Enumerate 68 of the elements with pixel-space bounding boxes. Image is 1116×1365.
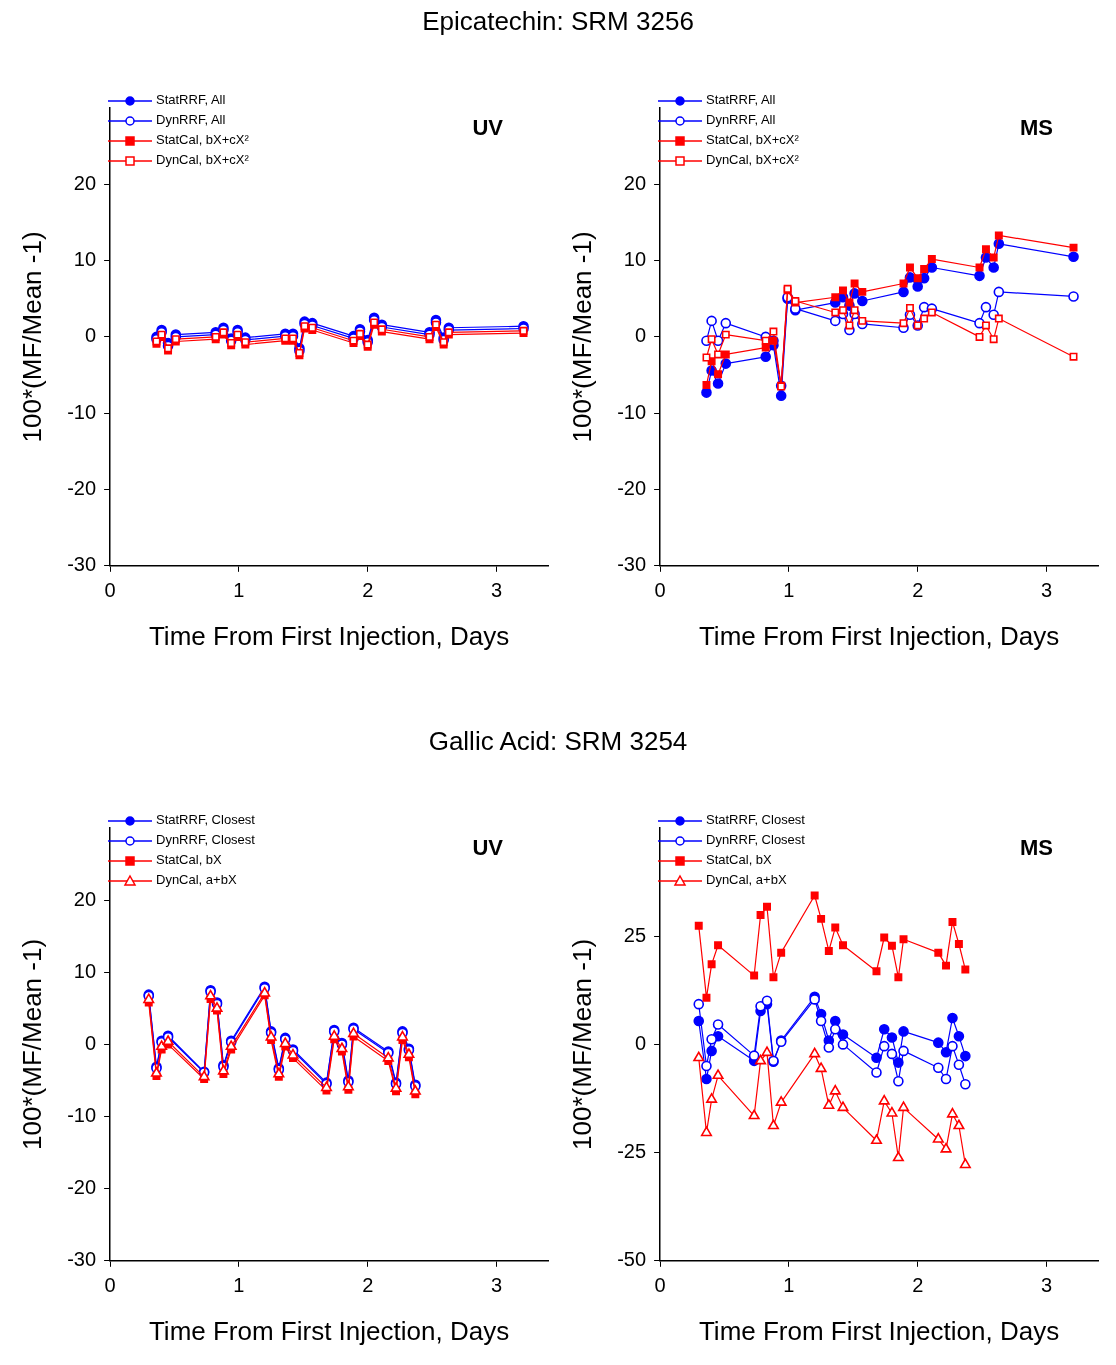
legend-label: StatCal, bX+cX² xyxy=(706,132,799,147)
legend-label: DynCal, bX+cX² xyxy=(156,152,249,167)
y-axis-title: 100*(MF/Mean -1) xyxy=(566,938,597,1150)
annotation: MS xyxy=(1020,115,1053,141)
y-tick-label: 10 xyxy=(623,248,647,271)
y-tick-label: -10 xyxy=(67,1104,97,1127)
y-tick-label: 10 xyxy=(73,959,97,982)
legend-label: DynCal, bX+cX² xyxy=(706,152,799,167)
x-tick-label: 3 xyxy=(1040,579,1053,602)
x-tick-label: 2 xyxy=(362,1274,374,1297)
x-tick-label: 2 xyxy=(912,1274,924,1297)
legend-label: StatRRF, All xyxy=(156,92,226,107)
legend-label: DynCal, a+bX xyxy=(156,872,237,887)
x-tick-label: 0 xyxy=(654,579,666,602)
legend-label: StatCal, bX+cX² xyxy=(156,132,249,147)
y-axis-title: 100*(MF/Mean -1) xyxy=(16,231,47,443)
annotation: MS xyxy=(1020,835,1053,861)
x-tick-label: 1 xyxy=(233,579,245,602)
x-axis-title: Time From First Injection, Days xyxy=(698,620,1060,651)
x-tick-label: 1 xyxy=(783,1274,795,1297)
y-tick-label: -20 xyxy=(67,477,97,500)
legend-label: DynRRF, All xyxy=(156,112,226,127)
y-tick-label: 25 xyxy=(623,923,647,946)
x-tick-label: 1 xyxy=(783,579,795,602)
x-axis-title: Time From First Injection, Days xyxy=(698,1315,1060,1346)
y-axis-title: 100*(MF/Mean -1) xyxy=(566,231,597,443)
y-tick-label: 0 xyxy=(84,1031,97,1054)
y-axis-title: 100*(MF/Mean -1) xyxy=(16,938,47,1150)
x-tick-label: 3 xyxy=(490,1274,503,1297)
x-tick-label: 3 xyxy=(490,579,503,602)
x-tick-label: 2 xyxy=(362,579,374,602)
x-tick-label: 2 xyxy=(912,579,924,602)
y-tick-label: -25 xyxy=(617,1140,647,1163)
x-tick-label: 0 xyxy=(654,1274,666,1297)
y-tick-label: -30 xyxy=(67,1248,97,1271)
legend-label: DynRRF, Closest xyxy=(706,832,805,847)
y-tick-label: 10 xyxy=(73,248,97,271)
y-tick-label: -20 xyxy=(617,477,647,500)
x-tick-label: 1 xyxy=(233,1274,245,1297)
y-tick-label: 0 xyxy=(634,1031,647,1054)
annotation: UV xyxy=(472,835,504,861)
x-tick-label: 0 xyxy=(104,1274,116,1297)
y-tick-label: -10 xyxy=(617,400,647,423)
y-tick-label: 20 xyxy=(623,171,647,194)
legend-label: StatCal, bX xyxy=(706,852,772,867)
x-axis-title: Time From First Injection, Days xyxy=(148,620,510,651)
chart-title: Epicatechin: SRM 3256 xyxy=(421,6,695,37)
y-tick-label: 20 xyxy=(73,887,97,910)
chart-title: Gallic Acid: SRM 3254 xyxy=(427,726,689,757)
y-tick-label: 20 xyxy=(73,171,97,194)
x-axis-title: Time From First Injection, Days xyxy=(148,1315,510,1346)
annotation: UV xyxy=(472,115,504,141)
legend-label: StatRRF, Closest xyxy=(156,812,255,827)
y-tick-label: -30 xyxy=(67,553,97,576)
y-tick-label: -50 xyxy=(617,1248,647,1271)
legend-label: DynRRF, Closest xyxy=(156,832,255,847)
legend-label: StatRRF, All xyxy=(706,92,776,107)
y-tick-label: -20 xyxy=(67,1176,97,1199)
y-tick-label: 0 xyxy=(634,324,647,347)
y-tick-label: 0 xyxy=(84,324,97,347)
legend-label: StatCal, bX xyxy=(156,852,222,867)
x-tick-label: 0 xyxy=(104,579,116,602)
legend-label: DynRRF, All xyxy=(706,112,776,127)
legend-label: StatRRF, Closest xyxy=(706,812,805,827)
legend-label: DynCal, a+bX xyxy=(706,872,787,887)
y-tick-label: -10 xyxy=(67,400,97,423)
x-tick-label: 3 xyxy=(1040,1274,1053,1297)
y-tick-label: -30 xyxy=(617,553,647,576)
